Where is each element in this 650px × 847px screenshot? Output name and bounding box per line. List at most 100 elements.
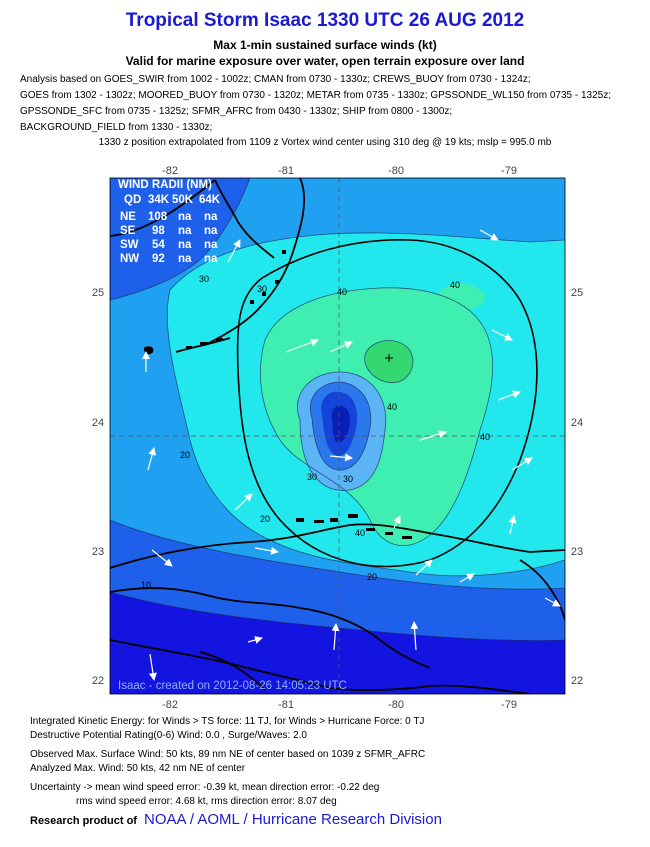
- wind-vector-arrow: [491, 329, 513, 341]
- analysis-line: BACKGROUND_FIELD from 1330 - 1330z;: [20, 122, 213, 133]
- lon-label: -79: [501, 165, 517, 177]
- wind-vector-arrow: [147, 447, 157, 471]
- wind-radii-cell: na: [204, 225, 218, 237]
- contour-label: 20: [367, 572, 377, 582]
- wind-vectors: [142, 229, 561, 681]
- contour-label: 40: [355, 528, 365, 538]
- wind-radii-header: 34K: [148, 194, 170, 206]
- wind-radii-cell: na: [178, 239, 192, 251]
- plot-frame: [109, 177, 566, 695]
- wind-radii-header: QD: [124, 194, 141, 206]
- wind-vector-arrow: [419, 430, 447, 441]
- ike-line: Integrated Kinetic Energy: for Winds > T…: [30, 716, 425, 727]
- noaa-link[interactable]: NOAA / AOML / Hurricane Research Divisio…: [144, 811, 442, 828]
- wind-radii-header: 64K: [199, 194, 221, 206]
- wind-vector-arrow: [511, 457, 533, 471]
- lat-label: 24: [571, 417, 583, 429]
- summary-stats: Integrated Kinetic Energy: for Winds > T…: [30, 715, 630, 808]
- contour-label: 40: [337, 287, 347, 297]
- wind-vector-arrow: [329, 453, 353, 462]
- band-lt-10: [110, 592, 565, 694]
- creation-credit: Isaac - created on 2012-08-26 14:05:23 U…: [118, 680, 347, 692]
- wind-vector-arrow: [459, 573, 475, 583]
- lat-label: 22: [92, 675, 104, 687]
- research-credit: Research product of NOAA / AOML / Hurric…: [30, 811, 442, 828]
- wind-radii-title: WIND RADII (NM): [118, 179, 212, 191]
- wind-radii-cell: NW: [120, 253, 139, 265]
- wind-radii-cell: na: [178, 211, 192, 223]
- analyzed-max-line: Analyzed Max. Wind: 50 kts, 42 nm NE of …: [30, 762, 246, 774]
- map-title: Tropical Storm Isaac 1330 UTC 26 AUG 201…: [125, 10, 525, 31]
- contour-label: 30: [199, 274, 209, 284]
- band-10-20-upper-left: [110, 178, 250, 300]
- contour-label: 40: [387, 402, 397, 412]
- wind-field-map: -82 -81 -80 -79 -82 -81 -80 -79 25 24 23…: [92, 165, 583, 710]
- wind-radii-cell: na: [204, 239, 218, 251]
- lat-labels-left: 25 24 23 22: [92, 287, 104, 687]
- uncertainty-line: Uncertainty -> mean wind speed error: -0…: [30, 782, 380, 793]
- analysis-sources: Analysis based on GOES_SWIR from 1002 - …: [20, 72, 640, 136]
- wind-vector-arrow: [479, 229, 499, 241]
- dpr-line: Destructive Potential Rating(0-6) Wind: …: [30, 729, 307, 741]
- wind-radii-cell: 54: [152, 239, 165, 251]
- map-subtitle-exposure: Valid for marine exposure over water, op…: [125, 54, 525, 68]
- lon-label: -81: [278, 699, 294, 710]
- wind-vector-arrow: [247, 636, 263, 644]
- wind-vector-arrow: [234, 493, 253, 511]
- lat-label: 24: [92, 417, 104, 429]
- wind-vector-arrow: [497, 390, 521, 401]
- wind-radii-cell: 108: [148, 211, 168, 223]
- wind-radii-table: WIND RADII (NM) QD 34K 50K 64K NE 108 na…: [118, 179, 221, 265]
- center-crosshair: [110, 178, 565, 694]
- wind-radii-cell: 92: [152, 253, 165, 265]
- lon-label: -80: [388, 699, 404, 710]
- lat-label: 22: [571, 675, 583, 687]
- wind-vector-arrow: [544, 597, 561, 607]
- observed-max-line: Observed Max. Surface Wind: 50 kts, 89 n…: [30, 749, 426, 760]
- analysis-line: Analysis based on GOES_SWIR from 1002 - …: [20, 74, 531, 85]
- band-40-50-east: [438, 283, 486, 311]
- contour-label: 30: [343, 474, 353, 484]
- lon-label: -80: [388, 165, 404, 177]
- wind-radii-cell: NE: [120, 211, 136, 223]
- position-line: 1330 z position extrapolated from 1109 z…: [98, 137, 552, 148]
- wind-vector-arrow: [227, 239, 241, 263]
- wind-vector-arrow: [508, 515, 517, 535]
- wind-vector-arrow: [329, 341, 353, 353]
- keys-islands: [186, 250, 412, 539]
- lat-label: 25: [571, 287, 583, 299]
- lon-label: -82: [162, 165, 178, 177]
- wind-radii-cell: 98: [152, 225, 165, 237]
- lat-label: 23: [92, 546, 104, 558]
- wind-vector-arrow: [151, 549, 173, 567]
- lon-label: -81: [278, 165, 294, 177]
- plot-area: 30 30 40 40 40 40 30 30 20 20 20 10 40 W…: [110, 178, 565, 694]
- wind-vector-arrow: [254, 546, 279, 555]
- wind-vector-arrow: [148, 653, 157, 681]
- contour-label: 20: [180, 450, 190, 460]
- wind-radii-header: 50K: [172, 194, 194, 206]
- contour-label: 30: [257, 284, 267, 294]
- lon-labels-bottom: -82 -81 -80 -79: [162, 699, 517, 710]
- rms-error-line: rms wind speed error: 4.68 kt, rms direc…: [76, 795, 337, 807]
- research-label: Research product of: [30, 815, 137, 827]
- wind-radii-cell: SE: [120, 225, 136, 237]
- wind-radii-cell: na: [178, 253, 192, 265]
- contour-label: 40: [450, 280, 460, 290]
- tropical-storm-force-radius: [236, 239, 538, 568]
- wind-radii-cell: SW: [120, 239, 139, 251]
- wind-radii-cell: na: [178, 225, 192, 237]
- lat-label: 25: [92, 287, 104, 299]
- wind-vector-arrow: [393, 515, 401, 529]
- contour-label: 30: [307, 472, 317, 482]
- wind-radii-cell: na: [204, 253, 218, 265]
- wind-vector-arrow: [410, 621, 419, 651]
- band-30-40-right: [490, 293, 565, 360]
- wind-vector-arrow: [285, 338, 319, 353]
- contour-labels: 30 30 40 40 40 40 30 30 20 20 20 10 40: [141, 274, 490, 590]
- map-subtitle-winds: Max 1-min sustained surface winds (kt): [213, 38, 437, 52]
- contour-label: 40: [480, 432, 490, 442]
- wind-vector-arrow: [331, 623, 340, 651]
- analysis-line: GPSSONDE_SFC from 0735 - 1325z; SFMR_AFR…: [20, 106, 453, 117]
- contour-label: 20: [260, 514, 270, 524]
